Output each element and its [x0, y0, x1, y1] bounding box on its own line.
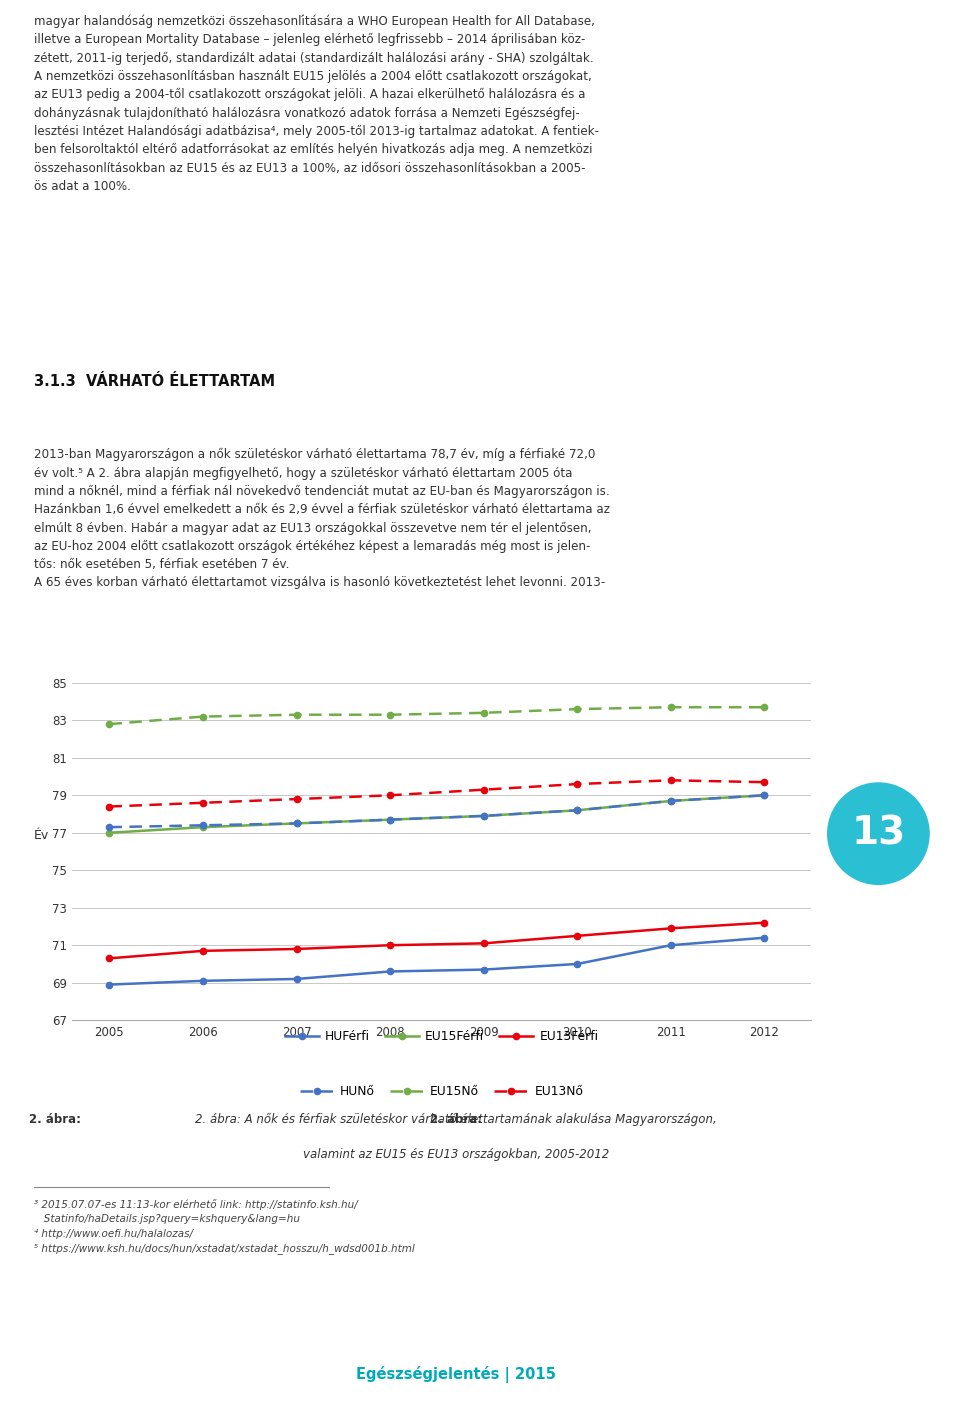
Text: magyar halandóság nemzetközi összehasonlítására a WHO European Health for: magyar halandóság nemzetközi összeha… — [34, 14, 599, 192]
Text: 2. ábra:: 2. ábra: — [29, 1113, 81, 1126]
Text: 3.1.3  VÁRHATÓ ÉLETTARTAM: 3.1.3 VÁRHATÓ ÉLETTARTAM — [34, 374, 275, 390]
Text: ³ 2015.07.07-es 11:13-kor elérhető link: http://statinfo.ksh.hu/
   Statinfo/haD: ³ 2015.07.07-es 11:13-kor elérhető link:… — [34, 1198, 415, 1253]
Legend: HUNő, EU15Nő, EU13Nő: HUNő, EU15Nő, EU13Nő — [295, 1080, 588, 1104]
Y-axis label: Év: Év — [34, 829, 49, 842]
Text: 13: 13 — [852, 815, 905, 852]
Text: 2. ábra: A nők és férfiak születéskor várható élettartamának alakulása Magyarors: 2. ábra: A nők és férfiak születéskor vá… — [195, 1113, 717, 1126]
Text: 2. ábra: A nők és férfiak születéskor várható élettartamának alakulása Magyarors: 2. ábra: A nők és férfiak születéskor vá… — [195, 1113, 717, 1126]
Text: 2013-ban Magyarországon a nők születéskor várható élettartama 78,7 év, míg a fér: 2013-ban Magyarországon a nők születésko… — [34, 448, 610, 589]
Text: 2. ábra:: 2. ábra: — [430, 1113, 482, 1126]
Circle shape — [828, 783, 929, 885]
Text: valamint az EU15 és EU13 országokban, 2005-2012: valamint az EU15 és EU13 országokban, 20… — [302, 1147, 610, 1161]
Text: Egészségjelentés | 2015: Egészségjelentés | 2015 — [356, 1366, 556, 1383]
